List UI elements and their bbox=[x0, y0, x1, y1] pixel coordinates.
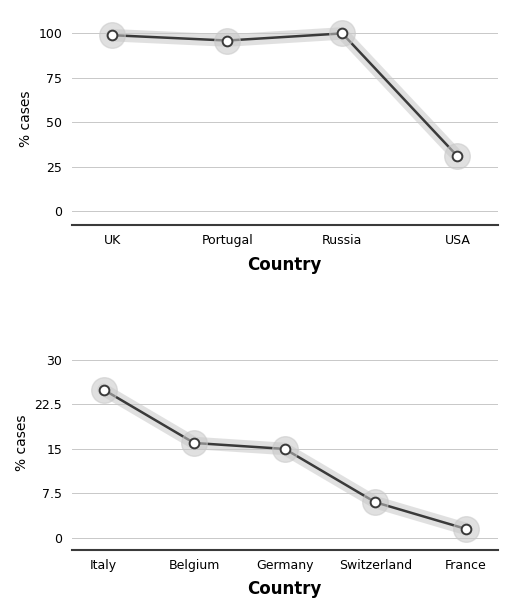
Point bbox=[453, 151, 461, 161]
Point bbox=[223, 36, 231, 45]
X-axis label: Country: Country bbox=[248, 255, 322, 274]
Point bbox=[338, 28, 346, 38]
Point bbox=[281, 444, 289, 454]
Y-axis label: % cases: % cases bbox=[18, 91, 33, 147]
Point bbox=[190, 438, 198, 448]
Point bbox=[371, 498, 380, 507]
Y-axis label: % cases: % cases bbox=[15, 415, 29, 471]
X-axis label: Country: Country bbox=[248, 580, 322, 598]
Point bbox=[108, 30, 116, 40]
Point bbox=[100, 385, 108, 394]
Point bbox=[462, 524, 470, 534]
